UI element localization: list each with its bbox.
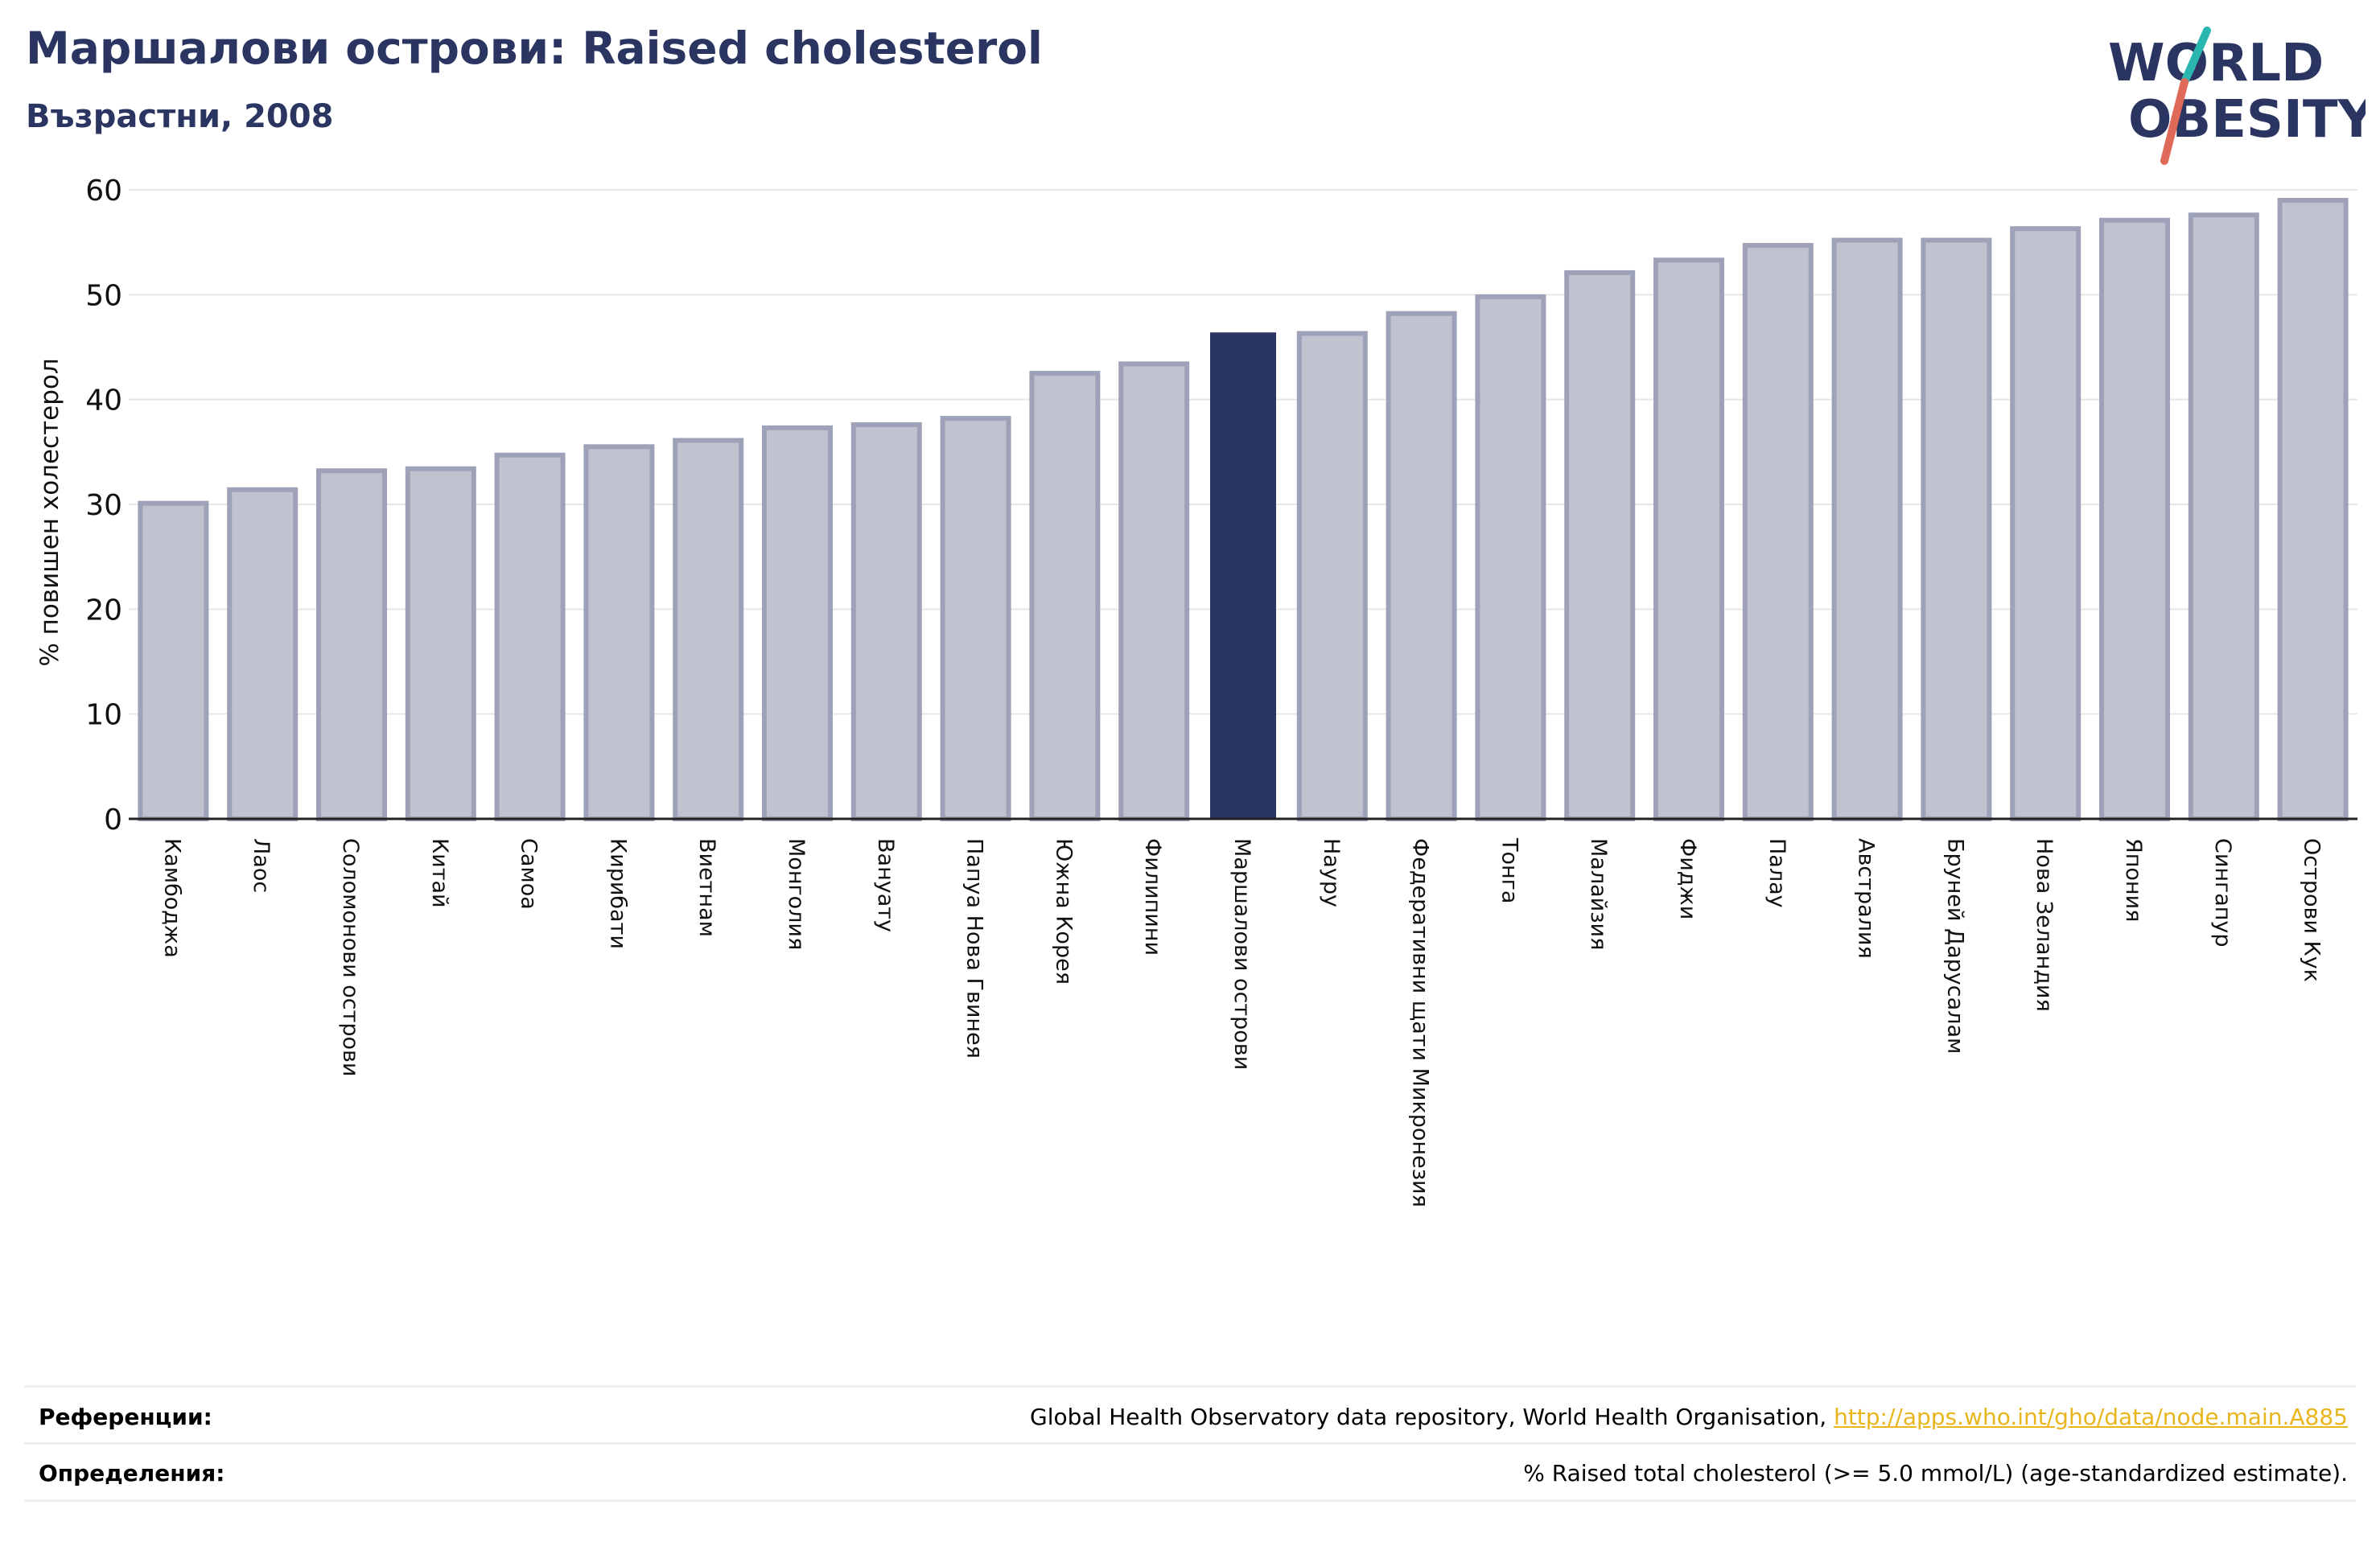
x-tick-label: Бруней Дарусалам (1942, 838, 1967, 1054)
x-tick-label: Малайзия (1586, 838, 1611, 950)
y-tick-label: 50 (85, 279, 122, 312)
bar (673, 438, 744, 821)
x-tick-label: Острови Кук (2300, 838, 2324, 982)
x-tick-label: Япония (2121, 838, 2146, 922)
x-tick-label: Маршалови острови (1229, 838, 1254, 1070)
x-tick-label: Монголия (784, 838, 809, 950)
x-tick-label: Лаос (249, 838, 274, 893)
x-tick-label: Федеративни щати Микронезия (1408, 838, 1433, 1207)
bar (494, 452, 566, 821)
bar (2099, 217, 2170, 821)
chart-subtitle: Възрастни, 2008 (26, 98, 334, 135)
x-tick-label: Палау (1764, 838, 1789, 908)
bar (138, 500, 209, 821)
x-tick-label: Китай (427, 838, 452, 908)
footer-divider (24, 1499, 2356, 1502)
x-tick-label: Нова Зеландия (2032, 838, 2057, 1012)
bar (940, 416, 1011, 821)
x-tick-label: Науру (1319, 838, 1344, 907)
x-tick-label: Южна Корея (1051, 838, 1076, 985)
bar (1118, 361, 1190, 821)
x-tick-label: Сингапур (2210, 838, 2235, 948)
y-tick-label: 40 (85, 384, 122, 417)
x-tick-label: Кирибати (605, 838, 630, 949)
footer-divider (24, 1442, 2356, 1445)
bar-chart: 0 10 20 30 40 50 60 % повишен холестерол Камбодж… (35, 175, 2357, 1207)
chart-title: Маршалови острови: Raised cholesterol (26, 23, 1043, 74)
references-text: Global Health Observatory data repositor… (1030, 1404, 1834, 1430)
bar (1831, 237, 1903, 821)
bar (1296, 331, 1368, 822)
references-link[interactable]: http://apps.who.int/gho/data/node.main.A… (1834, 1404, 2348, 1430)
x-tick-label: Австралия (1854, 838, 1879, 959)
x-tick-label: Виетнам (694, 838, 719, 937)
bar (405, 466, 476, 821)
bar (1386, 310, 1457, 821)
bar (2277, 198, 2349, 822)
y-tick-label: 0 (104, 804, 122, 837)
references-value: Global Health Observatory data repositor… (1030, 1404, 2348, 1430)
bar (1475, 294, 1546, 821)
x-tick-label: Фиджи (1675, 838, 1700, 919)
y-tick-label: 10 (85, 699, 122, 732)
references-label: Референции: (39, 1404, 212, 1430)
x-tick-label: Тонга (1497, 837, 1521, 903)
world-obesity-logo: WORLD OBESITY (2108, 27, 2366, 165)
definitions-text: % Raised total cholesterol (>= 5.0 mmol/… (1523, 1460, 2348, 1486)
definitions-label: Определения: (39, 1460, 225, 1486)
bar (762, 425, 833, 822)
bar (1210, 332, 1276, 820)
bar (227, 487, 299, 822)
y-tick-label: 20 (85, 594, 122, 627)
footer-divider (24, 1385, 2356, 1388)
logo-line1: WORLD (2108, 34, 2324, 93)
bar (1742, 243, 1814, 821)
bar (1029, 371, 1101, 822)
y-axis-label: % повишен холестерол (35, 358, 64, 666)
bar (1921, 237, 1992, 821)
bar (316, 468, 387, 821)
bar (1653, 257, 1724, 822)
x-tick-label: Самоа (517, 838, 541, 910)
bar (2188, 212, 2259, 821)
bar (583, 444, 655, 821)
bar (1564, 269, 1636, 822)
bar (2010, 226, 2081, 821)
x-tick-label: Камбоджа (159, 838, 184, 958)
x-tick-label: Папуа Нова Гвинея (962, 838, 987, 1059)
bar (850, 421, 922, 821)
x-tick-label: Филипини (1140, 838, 1165, 956)
x-tick-label: Соломонови острови (338, 838, 363, 1076)
definitions-row: Определения: % Raised total cholesterol … (39, 1460, 2348, 1486)
x-tick-label: Вануату (873, 838, 898, 932)
y-tick-label: 30 (85, 489, 122, 522)
references-row: Референции: Global Health Observatory da… (39, 1404, 2348, 1430)
y-tick-label: 60 (85, 175, 122, 208)
